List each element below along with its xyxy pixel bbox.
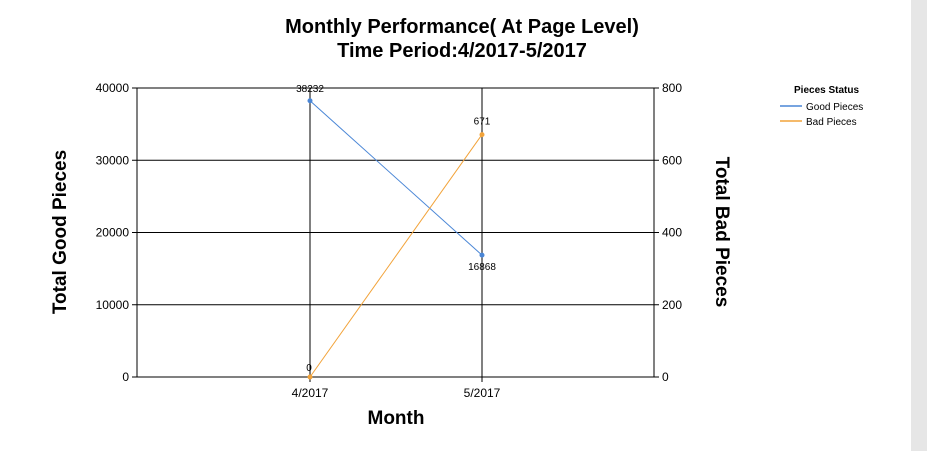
x-axis-title: Month (368, 408, 425, 429)
legend-label-bad-pieces: Bad Pieces (806, 117, 857, 128)
chart-title-line2: Time Period:4/2017-5/2017 (337, 40, 587, 62)
y-axis-right-title: Total Bad Pieces (711, 157, 732, 308)
grid-lines (137, 87, 654, 378)
y-right-tick-label: 800 (662, 81, 682, 95)
legend-label-good-pieces: Good Pieces (806, 102, 863, 113)
data-point-good-pieces (307, 98, 313, 104)
data-point-bad-pieces (479, 132, 485, 138)
series-line-good-pieces (309, 100, 483, 256)
tick-labels: 0 0 10000 200 20000 400 30000 600 40000 800 4/2017… (96, 81, 683, 400)
series-group: 38232 16868 0 671 (296, 84, 496, 380)
axes (132, 87, 659, 382)
y-right-tick-label: 400 (662, 226, 682, 240)
legend: Pieces Status Good Pieces Bad Pieces (780, 85, 863, 128)
y-left-tick-label: 0 (122, 370, 129, 384)
chart-title-line1: Monthly Performance( At Page Level) (285, 16, 639, 38)
y-left-tick-label: 10000 (96, 298, 130, 312)
data-label-good-pieces: 16868 (468, 262, 496, 273)
data-label-good-pieces: 38232 (296, 84, 324, 95)
data-point-bad-pieces (307, 374, 313, 380)
y-axis-left-title: Total Good Pieces (50, 150, 71, 314)
y-left-tick-label: 20000 (96, 226, 130, 240)
y-left-tick-label: 40000 (96, 81, 130, 95)
x-tick-label: 4/2017 (292, 386, 329, 400)
legend-title: Pieces Status (794, 85, 859, 96)
y-right-tick-label: 200 (662, 298, 682, 312)
y-right-tick-label: 0 (662, 370, 669, 384)
data-point-good-pieces (479, 252, 485, 258)
data-label-bad-pieces: 0 (306, 363, 312, 374)
x-tick-label: 5/2017 (464, 386, 501, 400)
series-line-bad-pieces (309, 134, 483, 378)
y-right-tick-label: 600 (662, 153, 682, 167)
y-left-tick-label: 30000 (96, 153, 130, 167)
data-label-bad-pieces: 671 (474, 117, 491, 128)
